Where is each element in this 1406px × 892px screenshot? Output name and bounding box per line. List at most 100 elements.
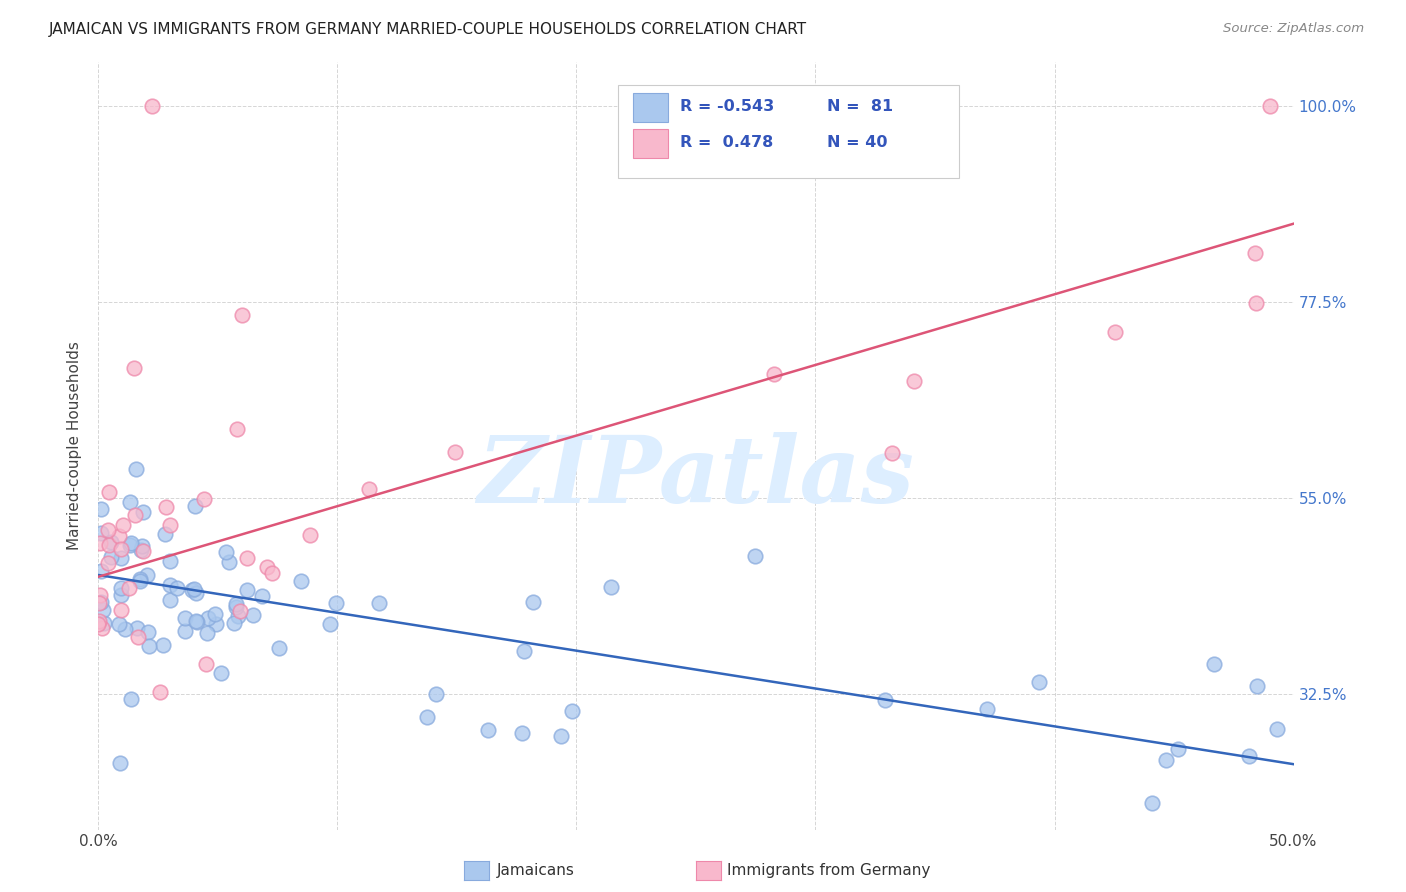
Point (110, 603, 132, 617)
Point (100, 535, 122, 549)
Point (236, 551, 259, 566)
Point (152, 638, 174, 652)
Point (91, 621, 114, 635)
Point (359, 482, 381, 496)
Point (132, 505, 155, 519)
Point (1237, 749, 1260, 764)
Point (873, 693, 896, 707)
Point (128, 574, 150, 588)
Point (110, 551, 132, 566)
Point (1244, 296, 1267, 310)
Point (108, 529, 131, 543)
Point (226, 422, 249, 436)
Point (477, 723, 499, 738)
Point (204, 617, 226, 632)
Point (744, 549, 766, 563)
Point (149, 685, 172, 699)
Point (131, 539, 153, 553)
Point (600, 580, 623, 594)
Point (97, 556, 120, 570)
Point (132, 543, 155, 558)
Point (236, 583, 259, 598)
Text: N = 40: N = 40 (827, 136, 889, 151)
Point (231, 308, 253, 322)
Point (125, 462, 148, 476)
Text: ZIPatlas: ZIPatlas (478, 432, 914, 522)
Bar (633, 129, 668, 158)
Point (1204, 657, 1226, 672)
Point (222, 615, 245, 630)
Point (98, 538, 121, 552)
Point (299, 528, 322, 542)
Point (184, 615, 207, 629)
Point (561, 704, 583, 718)
Point (976, 702, 998, 716)
Point (87, 614, 110, 628)
Point (127, 631, 149, 645)
Point (416, 710, 439, 724)
Point (1104, 325, 1126, 339)
Point (159, 518, 181, 533)
Point (110, 541, 132, 556)
Point (114, 622, 136, 636)
Text: R = -0.543: R = -0.543 (681, 99, 775, 114)
Text: JAMAICAN VS IMMIGRANTS FROM GERMANY MARRIED-COUPLE HOUSEHOLDS CORRELATION CHART: JAMAICAN VS IMMIGRANTS FROM GERMANY MARR… (49, 22, 807, 37)
Point (215, 544, 238, 558)
Point (510, 726, 533, 740)
Point (225, 599, 247, 614)
Point (228, 608, 250, 623)
Text: N =  81: N = 81 (827, 99, 894, 114)
Point (1258, 99, 1281, 113)
Point (444, 445, 467, 459)
Point (108, 756, 131, 770)
Point (110, 588, 132, 602)
Point (90, 594, 112, 608)
Point (183, 582, 205, 596)
Point (368, 596, 391, 610)
Point (120, 692, 142, 706)
Text: Source: ZipAtlas.com: Source: ZipAtlas.com (1223, 22, 1364, 36)
Point (218, 555, 240, 569)
Point (1140, 797, 1163, 811)
Point (124, 360, 146, 375)
Point (1244, 246, 1267, 260)
Point (120, 495, 142, 509)
Point (256, 560, 278, 574)
Point (195, 625, 218, 640)
Point (90, 502, 112, 516)
Point (1265, 723, 1288, 737)
Y-axis label: Married-couple Households: Married-couple Households (67, 342, 83, 550)
Point (242, 607, 264, 622)
Point (153, 527, 176, 541)
Point (762, 367, 785, 381)
Text: Jamaicans: Jamaicans (496, 863, 574, 878)
Point (97, 523, 120, 537)
Point (124, 508, 146, 523)
Point (110, 582, 132, 596)
Point (550, 729, 572, 743)
Text: R =  0.478: R = 0.478 (681, 136, 773, 151)
Point (229, 604, 252, 618)
Point (267, 640, 290, 655)
Point (195, 657, 218, 671)
Point (186, 615, 208, 629)
Point (93, 615, 115, 630)
Point (89, 589, 111, 603)
Point (319, 617, 342, 632)
Text: Immigrants from Germany: Immigrants from Germany (727, 863, 931, 878)
Point (166, 581, 188, 595)
Point (120, 536, 142, 550)
Point (184, 586, 207, 600)
Point (1154, 753, 1177, 767)
Point (250, 589, 273, 603)
Point (91, 603, 114, 617)
Point (325, 596, 347, 610)
Point (87, 596, 110, 610)
Point (174, 624, 197, 639)
Point (159, 578, 181, 592)
Point (260, 566, 283, 580)
Point (120, 538, 142, 552)
Point (129, 543, 152, 558)
Point (290, 574, 312, 588)
Point (155, 500, 177, 515)
